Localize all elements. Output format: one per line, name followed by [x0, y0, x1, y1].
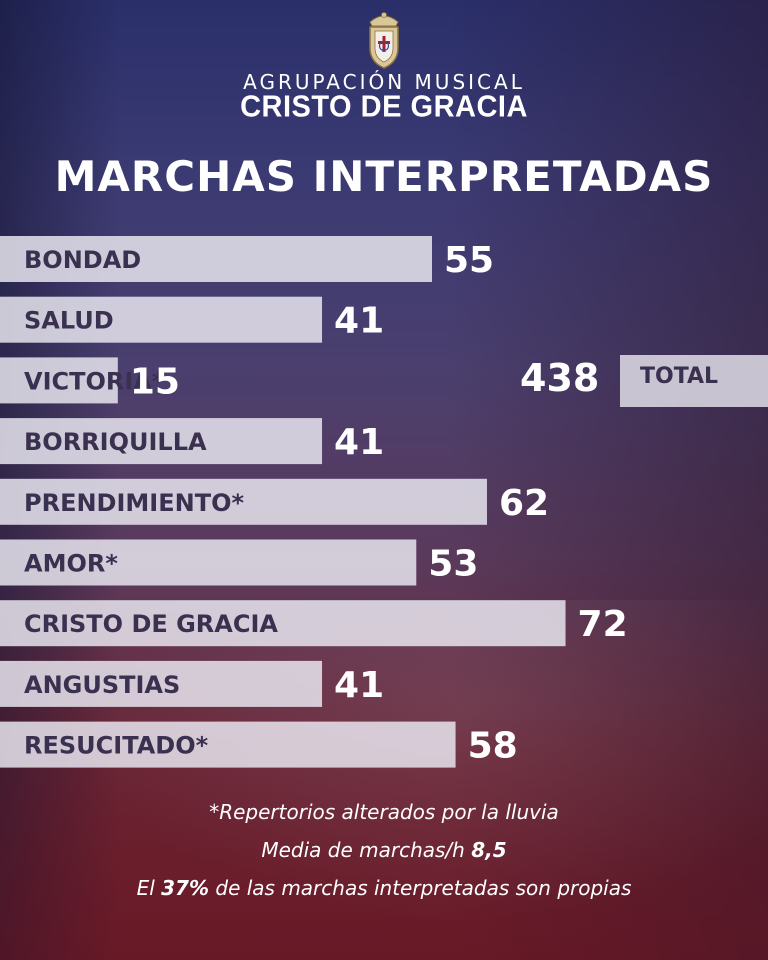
value-label: 41 [334, 301, 384, 342]
bar-chart: BONDAD 55 SALUD 41 VICTORIA*15 BORRIQUILLA 41 P… [0, 236, 628, 768]
value-label: 41 [334, 665, 384, 706]
bar-angustias [0, 660, 323, 707]
category-label: VICTORIA* [24, 367, 165, 395]
total-label: TOTAL [640, 364, 719, 389]
crest-icon [369, 12, 399, 69]
average-value: 8,5 [471, 838, 507, 862]
footnote-rain: *Repertorios alterados por la lluvia [209, 800, 559, 824]
value-label: 58 [468, 726, 518, 767]
page-title: MARCHAS INTERPRETADAS [54, 152, 714, 201]
value-label: 41 [334, 422, 384, 463]
category-label: RESUCITADO* [24, 732, 209, 760]
bar-resucitado [0, 721, 456, 768]
bar-amor [0, 539, 417, 586]
bar-victoria [0, 357, 118, 404]
percent-suffix: de las marchas interpretadas son propias [209, 876, 632, 900]
bar-borriquilla [0, 418, 323, 465]
footnote-average: Media de marchas/h 8,5 [0, 838, 768, 862]
value-label: 62 [499, 483, 549, 524]
percent-value: 37% [161, 876, 210, 900]
average-prefix: Media de marchas/h [261, 838, 472, 862]
percent-prefix: El [136, 876, 162, 900]
category-label: SALUD [24, 307, 114, 335]
footnote-own-percent: El 37% de las marchas interpretadas son … [0, 876, 768, 900]
category-label: CRISTO DE GRACIA [24, 610, 278, 638]
value-label: 72 [578, 604, 628, 645]
bar-prendimiento [0, 478, 487, 525]
brand-subtitle: AGRUPACIÓN MUSICAL [243, 70, 525, 94]
value-label: 53 [428, 544, 478, 585]
bar-bondad [0, 236, 432, 282]
bar-salud [0, 296, 323, 343]
category-label: PRENDIMIENTO* [24, 489, 244, 517]
category-label: AMOR* [24, 550, 118, 578]
category-label: BONDAD [24, 246, 141, 274]
total-bar [620, 355, 768, 407]
total-value: 438 [520, 356, 600, 400]
brand-name: CRISTO DE GRACIA [240, 90, 528, 124]
category-label: BORRIQUILLA [24, 428, 207, 456]
bar-cristo-de-gracia [0, 600, 566, 647]
value-label: 15 [130, 361, 180, 402]
value-label: 55 [444, 240, 494, 281]
category-label: ANGUSTIAS [24, 671, 180, 699]
